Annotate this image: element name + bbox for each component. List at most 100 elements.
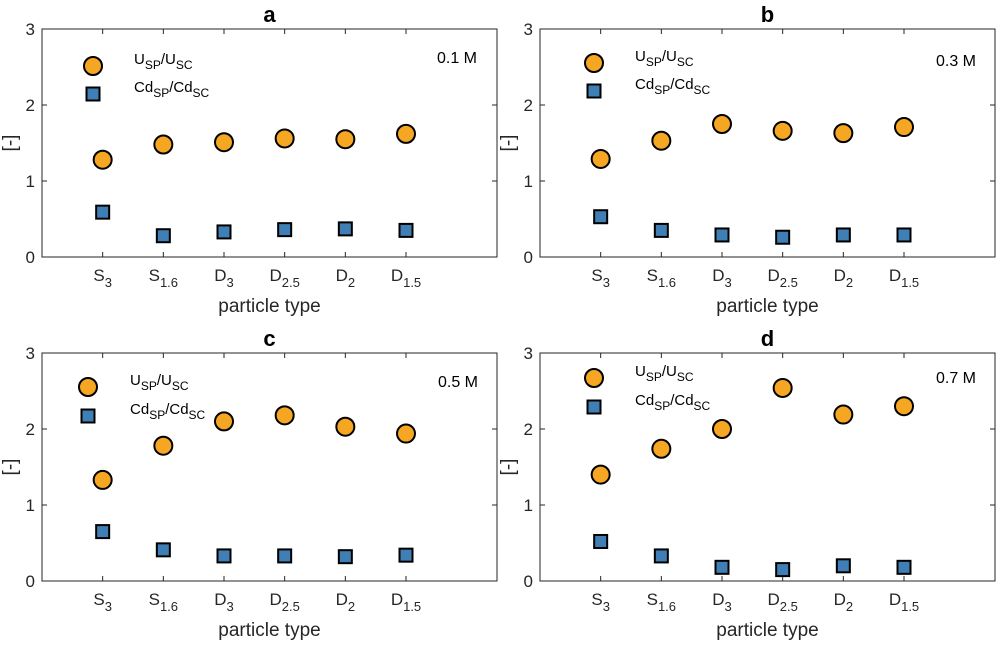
data-point-cd-ratio bbox=[95, 524, 111, 540]
axes-box bbox=[41, 28, 498, 258]
x-axis-label: particle type bbox=[716, 296, 818, 317]
legend-marker-square bbox=[586, 399, 602, 415]
data-point-u-ratio bbox=[712, 114, 732, 134]
data-point-cd-ratio bbox=[593, 533, 609, 549]
legend-label: CdSP/CdSC bbox=[130, 401, 206, 422]
legend-marker-square bbox=[80, 408, 96, 424]
concentration-label: 0.3 M bbox=[936, 53, 976, 70]
y-tick-label: 1 bbox=[524, 496, 533, 515]
y-axis-label: [-] bbox=[498, 459, 519, 476]
data-point-u-ratio bbox=[214, 132, 234, 153]
x-tick-label: S3 bbox=[93, 590, 112, 614]
data-point-cd-ratio bbox=[775, 229, 791, 245]
x-tick-label: S1.6 bbox=[149, 266, 178, 290]
data-point-cd-ratio bbox=[714, 559, 730, 575]
x-tick-label: D1.5 bbox=[889, 266, 919, 290]
legend-label: CdSP/CdSC bbox=[134, 79, 210, 100]
y-tick-label: 3 bbox=[524, 20, 533, 39]
data-point-cd-ratio bbox=[277, 548, 293, 564]
panel-title: b bbox=[761, 2, 774, 27]
x-tick-label: S3 bbox=[591, 590, 610, 614]
x-axis-label: particle type bbox=[716, 620, 818, 641]
data-point-u-ratio bbox=[396, 423, 416, 444]
y-tick-label: 2 bbox=[26, 96, 35, 115]
data-point-cd-ratio bbox=[337, 549, 353, 565]
x-tick-label: D1.5 bbox=[889, 590, 919, 614]
x-tick-label: S1.6 bbox=[647, 590, 676, 614]
data-point-u-ratio bbox=[274, 405, 295, 426]
legend-marker-circle bbox=[83, 56, 103, 76]
x-tick-label: D1.5 bbox=[391, 266, 421, 290]
legend-marker-circle bbox=[584, 368, 604, 388]
data-point-cd-ratio bbox=[896, 227, 912, 243]
x-tick-label: D1.5 bbox=[391, 590, 421, 614]
legend-label: USP/USC bbox=[635, 363, 694, 384]
data-point-u-ratio bbox=[651, 438, 672, 459]
data-point-u-ratio bbox=[833, 123, 854, 144]
x-tick-label: S3 bbox=[93, 266, 112, 290]
panel-title: d bbox=[761, 326, 774, 351]
panel-d: d 0 1 2 3 S3 S1.6 D3 D2.5 D2 D1.5 particle type [-] U… bbox=[498, 326, 996, 641]
axes-box bbox=[41, 352, 498, 582]
y-tick-label: 0 bbox=[524, 572, 533, 591]
data-point-u-ratio bbox=[590, 148, 611, 169]
data-point-u-ratio bbox=[833, 404, 854, 425]
axes-box bbox=[539, 352, 996, 582]
legend-label: USP/USC bbox=[130, 372, 189, 393]
panel-a: a 0 1 2 3 S3 S1.6 D3 D2.5 D2 D1.5 particle type [-] U… bbox=[0, 2, 498, 317]
x-axis-label: particle type bbox=[218, 296, 320, 317]
legend-label: USP/USC bbox=[635, 48, 694, 69]
data-point-u-ratio bbox=[772, 120, 793, 141]
y-tick-label: 2 bbox=[524, 96, 533, 115]
data-point-u-ratio bbox=[712, 419, 732, 439]
x-tick-label: D2 bbox=[336, 266, 356, 290]
y-tick-label: 3 bbox=[26, 20, 35, 39]
x-tick-label: S1.6 bbox=[149, 590, 178, 614]
legend-marker-circle bbox=[584, 53, 604, 73]
data-point-u-ratio bbox=[214, 411, 234, 432]
y-tick-label: 2 bbox=[524, 420, 533, 439]
panel-b: b 0 1 2 3 S3 S1.6 D3 D2.5 D2 D1.5 particle type [-] U… bbox=[498, 2, 996, 317]
data-point-cd-ratio bbox=[155, 228, 171, 244]
data-point-u-ratio bbox=[92, 469, 113, 490]
data-point-cd-ratio bbox=[653, 222, 669, 238]
data-point-u-ratio bbox=[274, 128, 295, 149]
y-axis-label: [-] bbox=[0, 459, 21, 476]
x-tick-label: D2.5 bbox=[269, 590, 299, 614]
y-tick-label: 0 bbox=[524, 248, 533, 267]
y-axis-label: [-] bbox=[0, 135, 21, 152]
data-point-u-ratio bbox=[651, 130, 672, 151]
data-point-u-ratio bbox=[772, 377, 793, 398]
data-point-cd-ratio bbox=[95, 204, 111, 220]
data-point-u-ratio bbox=[396, 123, 416, 144]
data-point-u-ratio bbox=[894, 396, 914, 417]
data-point-cd-ratio bbox=[714, 227, 730, 243]
y-tick-label: 3 bbox=[26, 344, 35, 363]
panel-title: a bbox=[263, 2, 276, 27]
data-point-u-ratio bbox=[153, 134, 174, 155]
y-tick-label: 3 bbox=[524, 344, 533, 363]
data-point-cd-ratio bbox=[835, 558, 851, 574]
y-tick-label: 1 bbox=[26, 172, 35, 191]
y-tick-label: 0 bbox=[26, 572, 35, 591]
x-tick-label: S1.6 bbox=[647, 266, 676, 290]
data-point-cd-ratio bbox=[835, 227, 851, 243]
y-tick-label: 1 bbox=[26, 496, 35, 515]
data-point-u-ratio bbox=[894, 117, 914, 138]
x-tick-label: D2.5 bbox=[269, 266, 299, 290]
x-tick-label: D2 bbox=[834, 590, 854, 614]
x-tick-label: S3 bbox=[591, 266, 610, 290]
data-point-u-ratio bbox=[335, 416, 356, 437]
legend-label: CdSP/CdSC bbox=[635, 76, 711, 97]
y-tick-label: 1 bbox=[524, 172, 533, 191]
x-tick-label: D2 bbox=[834, 266, 854, 290]
concentration-label: 0.7 M bbox=[936, 370, 976, 387]
x-tick-label: D2.5 bbox=[767, 266, 797, 290]
data-point-cd-ratio bbox=[398, 547, 414, 563]
data-point-u-ratio bbox=[92, 149, 113, 170]
data-point-cd-ratio bbox=[277, 222, 293, 238]
data-point-cd-ratio bbox=[216, 548, 232, 564]
panel-title: c bbox=[263, 326, 275, 351]
concentration-label: 0.1 M bbox=[437, 50, 477, 67]
data-point-cd-ratio bbox=[896, 559, 912, 575]
